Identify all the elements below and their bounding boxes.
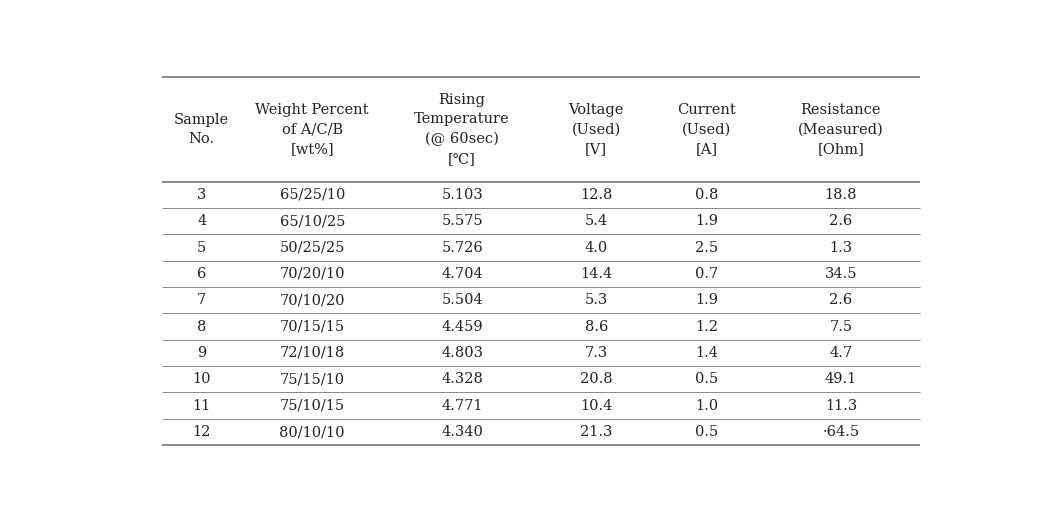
Text: 12: 12 <box>192 425 211 439</box>
Text: ·64.5: ·64.5 <box>823 425 859 439</box>
Text: 5.103: 5.103 <box>441 188 483 202</box>
Text: 2.5: 2.5 <box>695 241 719 254</box>
Text: 70/20/10: 70/20/10 <box>280 267 345 281</box>
Text: 4.459: 4.459 <box>441 320 483 333</box>
Text: 7.3: 7.3 <box>584 346 608 360</box>
Text: Weight Percent
of A/C/B
[wt%]: Weight Percent of A/C/B [wt%] <box>256 103 369 156</box>
Text: 1.2: 1.2 <box>696 320 719 333</box>
Text: 4: 4 <box>197 214 206 228</box>
Text: 8: 8 <box>197 320 206 333</box>
Text: 5: 5 <box>197 241 206 254</box>
Text: 4.803: 4.803 <box>441 346 484 360</box>
Text: 65/25/10: 65/25/10 <box>280 188 345 202</box>
Text: 21.3: 21.3 <box>580 425 613 439</box>
Text: 4.771: 4.771 <box>441 399 483 413</box>
Text: 11: 11 <box>192 399 211 413</box>
Text: 1.9: 1.9 <box>696 293 719 307</box>
Text: 70/10/20: 70/10/20 <box>280 293 345 307</box>
Text: 80/10/10: 80/10/10 <box>280 425 345 439</box>
Text: Rising
Temperature
(@ 60sec)
[℃]: Rising Temperature (@ 60sec) [℃] <box>414 93 510 166</box>
Text: 1.0: 1.0 <box>695 399 719 413</box>
Text: 2.6: 2.6 <box>829 293 853 307</box>
Text: 34.5: 34.5 <box>825 267 857 281</box>
Text: 20.8: 20.8 <box>580 372 613 386</box>
Text: 1.9: 1.9 <box>696 214 719 228</box>
Text: 72/10/18: 72/10/18 <box>280 346 345 360</box>
Text: 7.5: 7.5 <box>829 320 853 333</box>
Text: 5.504: 5.504 <box>441 293 483 307</box>
Text: 0.5: 0.5 <box>695 425 719 439</box>
Text: 14.4: 14.4 <box>580 267 613 281</box>
Text: 12.8: 12.8 <box>580 188 613 202</box>
Text: 18.8: 18.8 <box>825 188 857 202</box>
Text: 5.575: 5.575 <box>441 214 483 228</box>
Text: 49.1: 49.1 <box>825 372 857 386</box>
Text: 10: 10 <box>192 372 211 386</box>
Text: 1.4: 1.4 <box>696 346 719 360</box>
Text: 4.0: 4.0 <box>584 241 608 254</box>
Text: 8.6: 8.6 <box>584 320 608 333</box>
Text: 5.4: 5.4 <box>584 214 607 228</box>
Text: 4.704: 4.704 <box>441 267 483 281</box>
Text: 0.7: 0.7 <box>695 267 719 281</box>
Text: 75/10/15: 75/10/15 <box>280 399 344 413</box>
Text: 3: 3 <box>197 188 206 202</box>
Text: 75/15/10: 75/15/10 <box>280 372 344 386</box>
Text: 2.6: 2.6 <box>829 214 853 228</box>
Text: 4.340: 4.340 <box>441 425 483 439</box>
Text: 5.726: 5.726 <box>441 241 483 254</box>
Text: 65/10/25: 65/10/25 <box>280 214 345 228</box>
Text: Current
(Used)
[A]: Current (Used) [A] <box>677 103 736 156</box>
Text: 4.328: 4.328 <box>441 372 483 386</box>
Text: 4.7: 4.7 <box>829 346 853 360</box>
Text: 5.3: 5.3 <box>584 293 608 307</box>
Text: 7: 7 <box>197 293 206 307</box>
Text: Resistance
(Measured)
[Ohm]: Resistance (Measured) [Ohm] <box>798 103 884 156</box>
Text: 10.4: 10.4 <box>580 399 613 413</box>
Text: 0.8: 0.8 <box>695 188 719 202</box>
Text: 50/25/25: 50/25/25 <box>280 241 345 254</box>
Text: 70/15/15: 70/15/15 <box>280 320 344 333</box>
Text: 6: 6 <box>197 267 206 281</box>
Text: 11.3: 11.3 <box>825 399 857 413</box>
Text: 0.5: 0.5 <box>695 372 719 386</box>
Text: 9: 9 <box>197 346 206 360</box>
Text: 1.3: 1.3 <box>829 241 853 254</box>
Text: Sample
No.: Sample No. <box>174 112 229 146</box>
Text: Voltage
(Used)
[V]: Voltage (Used) [V] <box>569 103 624 156</box>
